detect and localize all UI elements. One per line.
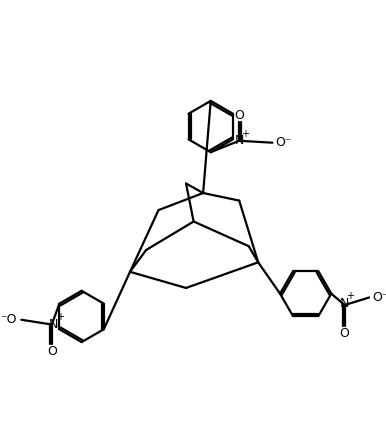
Text: O: O: [47, 345, 57, 357]
Text: +: +: [346, 290, 354, 301]
Text: +: +: [56, 312, 64, 322]
Text: O⁻: O⁻: [276, 136, 292, 149]
Text: O⁻: O⁻: [372, 291, 386, 304]
Text: N: N: [49, 318, 58, 331]
Text: O: O: [340, 327, 350, 340]
Text: O: O: [234, 109, 244, 122]
Text: N: N: [235, 134, 244, 147]
Text: ⁻O: ⁻O: [0, 313, 16, 326]
Text: +: +: [241, 129, 249, 139]
Text: N: N: [340, 297, 349, 310]
